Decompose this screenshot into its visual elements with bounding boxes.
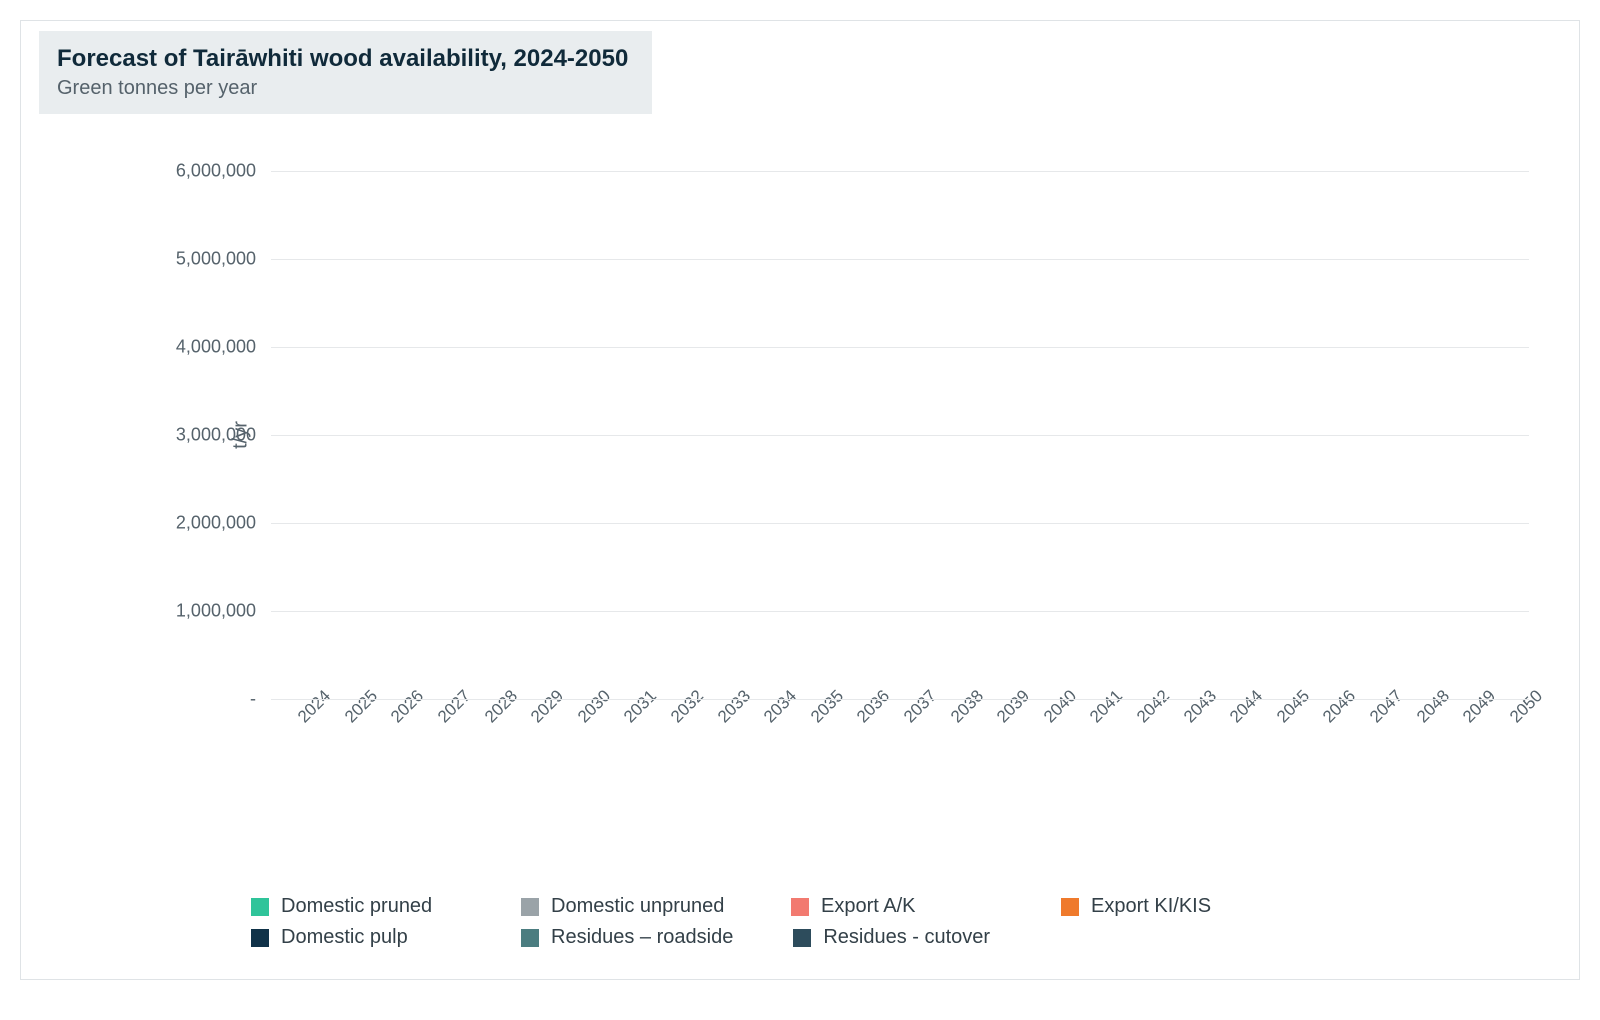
- legend-item: Export KI/KIS: [1061, 895, 1271, 918]
- legend-item: Residues – roadside: [521, 926, 733, 949]
- chart-area: t/yr 20242025202620272028202920302031203…: [81, 151, 1549, 779]
- gridline: [271, 171, 1529, 172]
- x-tick-label: 2049: [1459, 686, 1500, 727]
- legend-swatch: [793, 929, 811, 947]
- x-tick-label: 2031: [620, 686, 661, 727]
- legend-swatch: [791, 898, 809, 916]
- x-tick-label: 2046: [1319, 686, 1360, 727]
- legend-item: Export A/K: [791, 895, 1001, 918]
- y-tick-label: 1,000,000: [106, 601, 256, 622]
- gridline: [271, 699, 1529, 700]
- x-tick-label: 2028: [481, 686, 522, 727]
- x-tick-label: 2050: [1506, 686, 1547, 727]
- x-tick-label: 2030: [574, 686, 615, 727]
- chart-title: Forecast of Tairāwhiti wood availability…: [57, 45, 628, 73]
- x-tick-label: 2039: [993, 686, 1034, 727]
- x-tick-label: 2034: [760, 686, 801, 727]
- x-tick-label: 2044: [1226, 686, 1267, 727]
- legend-swatch: [521, 929, 539, 947]
- gridline: [271, 435, 1529, 436]
- x-tick-label: 2037: [900, 686, 941, 727]
- legend-label: Residues - cutover: [823, 926, 990, 949]
- legend-label: Domestic pulp: [281, 926, 408, 949]
- legend-label: Residues – roadside: [551, 926, 733, 949]
- y-tick-label: 4,000,000: [106, 337, 256, 358]
- title-box: Forecast of Tairāwhiti wood availability…: [39, 31, 652, 114]
- legend-item: Residues - cutover: [793, 926, 1003, 949]
- x-tick-label: 2045: [1273, 686, 1314, 727]
- gridline: [271, 523, 1529, 524]
- legend-label: Domestic unpruned: [551, 895, 724, 918]
- legend-item: Domestic pulp: [251, 926, 461, 949]
- x-tick-label: 2041: [1086, 686, 1127, 727]
- x-tick-label: 2038: [947, 686, 988, 727]
- x-tick-label: 2032: [667, 686, 708, 727]
- legend-swatch: [1061, 898, 1079, 916]
- x-tick-label: 2047: [1366, 686, 1407, 727]
- legend-item: Domestic unpruned: [521, 895, 731, 918]
- x-tick-label: 2029: [527, 686, 568, 727]
- x-tick-label: 2036: [853, 686, 894, 727]
- legend-item: Domestic pruned: [251, 895, 461, 918]
- chart-card: Forecast of Tairāwhiti wood availability…: [20, 20, 1580, 980]
- x-tick-label: 2027: [434, 686, 475, 727]
- chart-legend: Domestic pruned Domestic unpruned Export A…: [251, 895, 1519, 949]
- y-tick-label: 2,000,000: [106, 513, 256, 534]
- x-tick-label: 2042: [1133, 686, 1174, 727]
- legend-label: Export A/K: [821, 895, 916, 918]
- x-tick-label: 2040: [1040, 686, 1081, 727]
- x-tick-label: 2024: [294, 686, 335, 727]
- x-tick-label: 2033: [714, 686, 755, 727]
- legend-label: Domestic pruned: [281, 895, 432, 918]
- y-tick-label: 3,000,000: [106, 425, 256, 446]
- legend-swatch: [521, 898, 539, 916]
- gridline: [271, 259, 1529, 260]
- y-tick-label: 5,000,000: [106, 249, 256, 270]
- x-tick-label: 2025: [341, 686, 382, 727]
- gridline: [271, 611, 1529, 612]
- x-tick-label: 2043: [1180, 686, 1221, 727]
- x-tick-label: 2026: [387, 686, 428, 727]
- legend-swatch: [251, 898, 269, 916]
- chart-subtitle: Green tonnes per year: [57, 77, 628, 100]
- legend-swatch: [251, 929, 269, 947]
- plot-region: t/yr 20242025202620272028202920302031203…: [271, 171, 1529, 699]
- y-tick-label: -: [106, 689, 256, 710]
- x-tick-label: 2048: [1413, 686, 1454, 727]
- x-tick-label: 2035: [807, 686, 848, 727]
- legend-label: Export KI/KIS: [1091, 895, 1211, 918]
- y-tick-label: 6,000,000: [106, 161, 256, 182]
- gridline: [271, 347, 1529, 348]
